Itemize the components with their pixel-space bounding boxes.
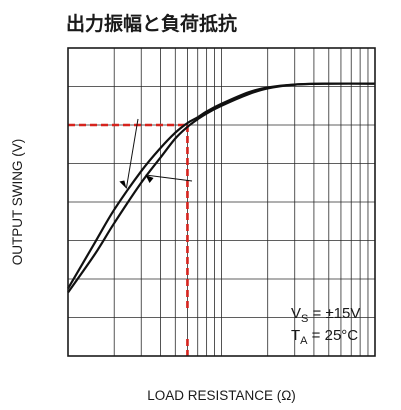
condition-line: VS = ±15V xyxy=(291,305,360,325)
condition-symbol: T xyxy=(291,327,300,344)
reference-lines xyxy=(68,123,189,356)
leader-line-positive xyxy=(145,174,193,182)
x-axis-label: LOAD RESISTANCE (Ω) xyxy=(147,388,296,403)
y-axis-label: OUTPUT SWING (V) xyxy=(10,139,25,266)
condition-value: = ±15V xyxy=(308,305,360,322)
leader-arrow-negative xyxy=(119,180,127,189)
condition-subscript: S xyxy=(301,313,308,325)
series-labels xyxy=(119,118,193,189)
leader-line-negative xyxy=(125,118,139,189)
condition-symbol: V xyxy=(291,305,301,322)
plot-frame xyxy=(67,47,376,357)
condition-line: TA = 25°C xyxy=(291,327,358,347)
series-line-positive-swing xyxy=(67,82,376,294)
grid xyxy=(68,48,375,356)
leader-arrow-positive xyxy=(145,175,154,184)
chart-title: 出力振幅と負荷抵抗 xyxy=(66,12,237,35)
condition-value: = 25°C xyxy=(308,327,359,344)
condition-subscript: A xyxy=(300,335,308,347)
series-curves xyxy=(67,82,376,294)
